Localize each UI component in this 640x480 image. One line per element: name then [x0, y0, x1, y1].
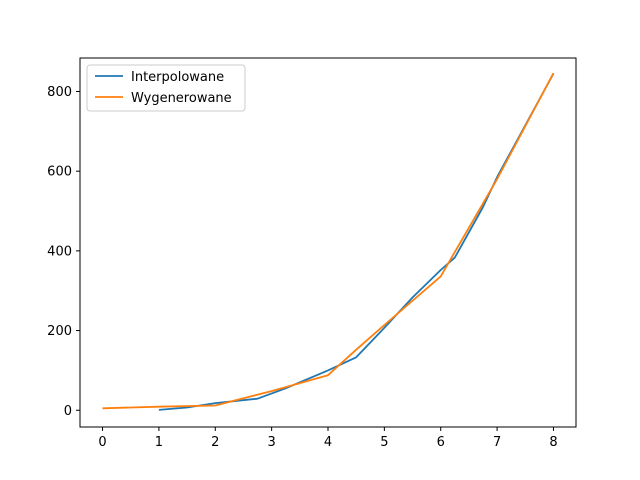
- legend-label-interpolowane: Interpolowane: [131, 70, 224, 85]
- series-line-wygenerowane: [102, 72, 555, 410]
- x-tick-label: 0: [98, 435, 106, 450]
- x-tick-label: 3: [267, 435, 275, 450]
- legend: Interpolowane Wygenerowane: [86, 64, 246, 112]
- legend-label-wygenerowane: Wygenerowane: [131, 91, 232, 106]
- series-line-interpolowane: [158, 73, 555, 411]
- x-tick-label: 8: [549, 435, 557, 450]
- y-tick-label: 0: [64, 404, 72, 419]
- x-tick-label: 5: [380, 435, 388, 450]
- x-axis-ticks: 0 1 2 3 4 5 6 7 8: [98, 427, 558, 450]
- y-axis-ticks: 0 200 400 600 800: [47, 85, 80, 419]
- y-tick-label: 400: [47, 244, 72, 259]
- x-tick-label: 2: [211, 435, 219, 450]
- x-tick-label: 1: [155, 435, 163, 450]
- y-tick-label: 800: [47, 85, 72, 100]
- x-tick-label: 6: [437, 435, 445, 450]
- y-tick-label: 600: [47, 165, 72, 180]
- plot-lines: [102, 72, 555, 411]
- x-tick-label: 4: [324, 435, 332, 450]
- legend-box: [86, 64, 246, 112]
- y-tick-label: 200: [47, 324, 72, 339]
- x-tick-label: 7: [493, 435, 501, 450]
